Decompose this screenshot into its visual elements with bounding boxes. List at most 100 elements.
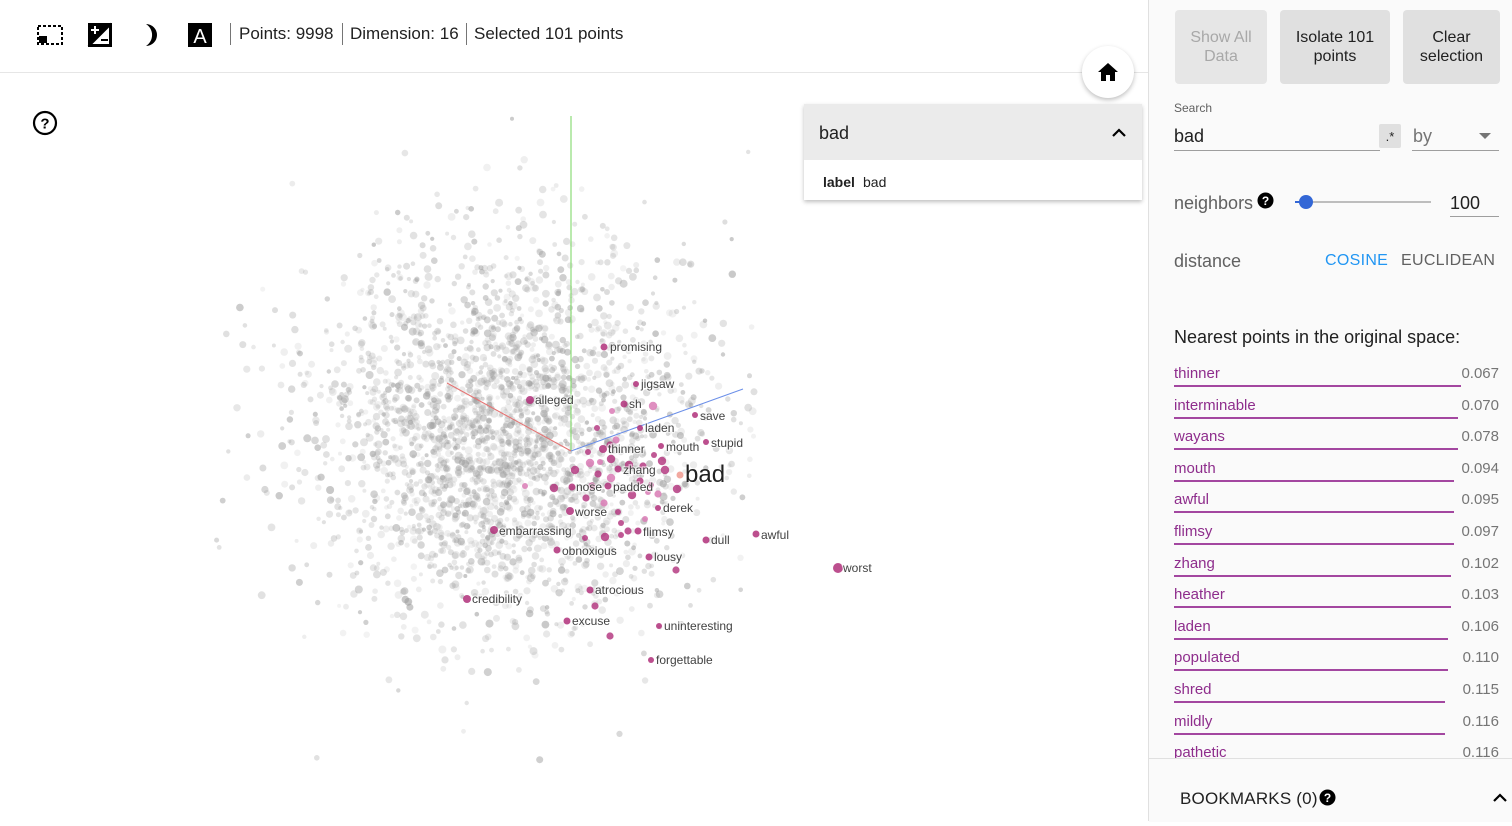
search-by-select[interactable]: by [1412, 122, 1499, 151]
dimension-count: Dimension: 16 [350, 24, 459, 43]
chevron-up-icon[interactable] [1110, 124, 1128, 142]
nearest-point-distance: 0.106 [1461, 617, 1499, 635]
selected-point [752, 530, 760, 538]
nearest-point-row[interactable]: thinner 0.067 [1174, 362, 1500, 394]
reset-view-button[interactable] [1082, 46, 1134, 98]
select-rectangle-icon[interactable] [36, 21, 64, 49]
nearest-point-word: laden [1174, 617, 1211, 635]
nearest-point-row[interactable]: interminable 0.070 [1174, 394, 1500, 426]
chevron-up-icon[interactable] [1491, 789, 1509, 807]
nearest-point-row[interactable]: zhang 0.102 [1174, 552, 1500, 584]
selected-point [600, 343, 608, 351]
metadata-value: bad [863, 174, 887, 190]
nearest-point-row[interactable]: mildly 0.116 [1174, 710, 1500, 742]
selected-point [658, 443, 664, 449]
card-header[interactable]: bad [804, 104, 1142, 160]
axes [446, 116, 744, 452]
nearest-point-row[interactable]: laden 0.106 [1174, 615, 1500, 647]
point-label: sh [629, 397, 642, 411]
nearest-point-word: mouth [1174, 459, 1216, 477]
selected-point [600, 499, 608, 507]
neighbors-input[interactable] [1450, 190, 1499, 217]
selected-point [637, 425, 643, 431]
point-label: worse [574, 505, 607, 519]
point-label: derek [663, 501, 694, 515]
search-by-label: by [1413, 126, 1433, 146]
help-icon[interactable]: ? [31, 109, 59, 137]
nearest-point-bar [1174, 448, 1458, 451]
night-mode-icon[interactable] [86, 21, 114, 49]
card-title: bad [819, 123, 850, 143]
nearest-point-distance: 0.078 [1461, 428, 1499, 446]
projection-plot[interactable]: promising jigsaw alleged sh save laden stupid t… [0, 73, 1148, 821]
dropdown-arrow-icon [1479, 133, 1491, 139]
nearest-point-row[interactable]: mouth 0.094 [1174, 457, 1500, 489]
nearest-point-row[interactable]: populated 0.110 [1174, 646, 1500, 678]
nearest-points-list[interactable]: thinner 0.067 interminable 0.070 wayans 0.078… [1174, 362, 1500, 758]
point-label: save [700, 409, 726, 423]
selected-point [606, 454, 616, 464]
nearest-point-word: interminable [1174, 396, 1256, 414]
show-all-data-button[interactable]: Show All Data [1175, 10, 1267, 84]
distance-euclidean-option[interactable]: EUCLIDEAN [1401, 252, 1496, 269]
selected-point [654, 490, 662, 498]
card-body: label bad [804, 160, 1142, 200]
selected-point [645, 553, 653, 561]
selected-point [633, 381, 639, 387]
nearest-point-distance: 0.103 [1461, 586, 1499, 604]
selected-point [672, 484, 682, 494]
label-icon[interactable]: A [186, 21, 214, 49]
isolate-points-button[interactable]: Isolate 101 points [1280, 10, 1390, 84]
nearest-point-row[interactable]: flimsy 0.097 [1174, 520, 1500, 552]
nearest-point-row[interactable]: heather 0.103 [1174, 583, 1500, 615]
nearest-point-word: pathetic [1174, 744, 1227, 758]
selected-count: Selected 101 points [474, 24, 624, 43]
nearest-point-word: populated [1174, 649, 1240, 667]
bookmarks-panel[interactable]: BOOKMARKS (0) ? [1149, 758, 1512, 822]
selected-point [585, 449, 591, 455]
selected-point [648, 657, 654, 663]
nearest-point-row[interactable]: awful 0.095 [1174, 488, 1500, 520]
nearest-point-bar [1174, 732, 1445, 735]
nearest-point-distance: 0.070 [1461, 396, 1499, 414]
help-icon[interactable]: ? [1257, 192, 1274, 209]
nearest-point-word: zhang [1174, 554, 1215, 572]
regex-toggle-button[interactable]: .* [1379, 124, 1401, 148]
point-label: credibility [472, 592, 522, 606]
slider-knob[interactable] [1298, 195, 1313, 209]
point-labels: promising jigsaw alleged sh save laden stupid t… [471, 339, 874, 669]
nearest-point-distance: 0.116 [1462, 744, 1499, 758]
point-label: embarrassing [499, 524, 572, 538]
nearest-point-row[interactable]: shred 0.115 [1174, 678, 1500, 710]
background-points [214, 116, 758, 764]
scatter-plot[interactable]: promising jigsaw alleged sh save laden stupid t… [0, 73, 1148, 821]
nearest-point-bar [1174, 416, 1458, 419]
selected-point [657, 456, 667, 466]
selected-point [586, 586, 594, 594]
clear-selection-button[interactable]: Clear selection [1403, 10, 1500, 84]
neighbors-slider[interactable] [1295, 192, 1431, 212]
point-label: flimsy [643, 525, 674, 539]
selected-point [563, 617, 571, 625]
nearest-point-row[interactable]: wayans 0.078 [1174, 425, 1500, 457]
selected-point [604, 482, 612, 490]
selected-point [606, 632, 614, 640]
contrast-icon[interactable] [136, 21, 164, 49]
selected-point [642, 516, 648, 522]
help-icon[interactable]: ? [1319, 789, 1336, 806]
selected-point [676, 471, 684, 479]
selected-point [594, 425, 600, 431]
nearest-point-row[interactable]: pathetic 0.116 [1174, 741, 1500, 758]
selected-point [553, 546, 561, 554]
toolbar: A Points: 9998 Dimension: 16 Selected 10… [0, 0, 1148, 73]
separator [466, 23, 467, 45]
nearest-point-bar [1174, 574, 1452, 577]
nearest-point-distance: 0.102 [1461, 554, 1499, 572]
search-input[interactable] [1174, 122, 1380, 151]
selected-point [636, 477, 644, 485]
z-axis [570, 388, 744, 452]
selected-point [645, 489, 651, 495]
separator [230, 23, 231, 45]
distance-cosine-option[interactable]: COSINE [1325, 252, 1389, 269]
selected-point [833, 563, 843, 573]
